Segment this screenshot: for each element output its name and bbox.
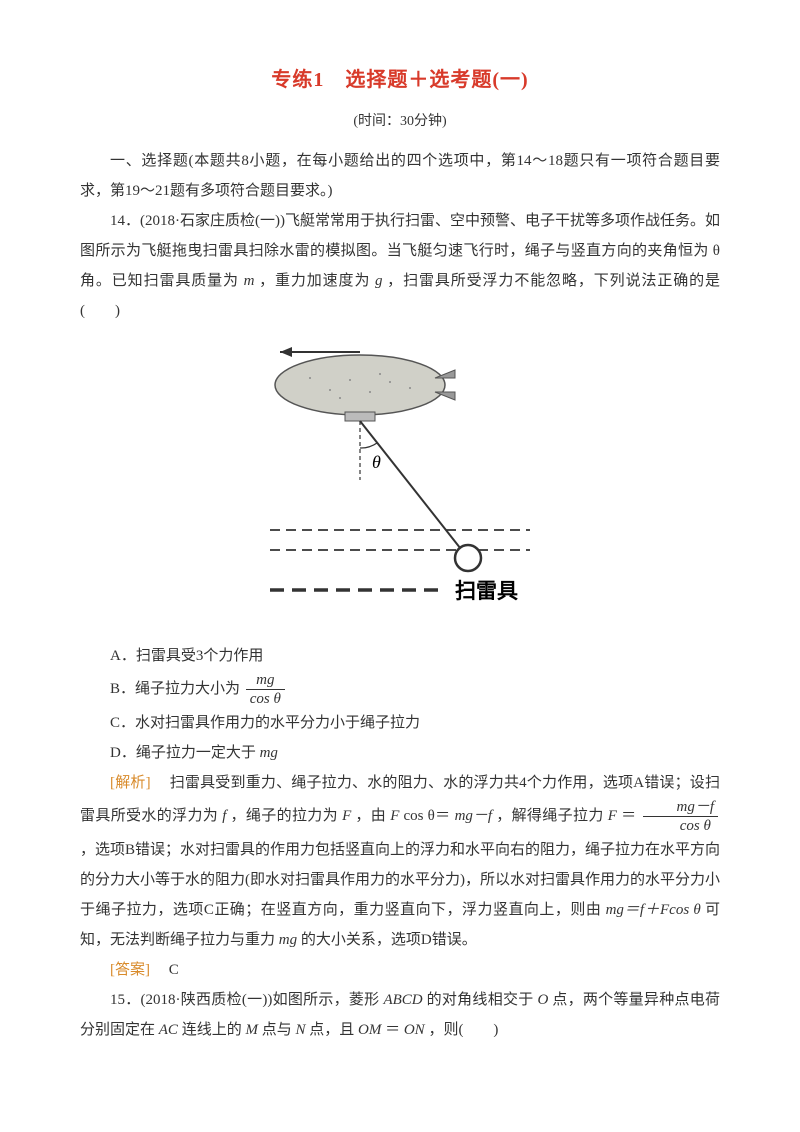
q14-options: A．扫雷具受3个力作用 B．绳子拉力大小为 mg cos θ C．水对扫雷具作用… (110, 641, 720, 768)
angle-arc (360, 443, 377, 448)
q15-s4: 连线上的 (182, 1022, 242, 1038)
sweeper-label: 扫雷具 (455, 580, 518, 603)
answer-value: C (154, 962, 179, 978)
analysis-F: F (342, 808, 351, 824)
analysis-t2: ，绳子的拉力为 (231, 808, 338, 824)
q15-s5: 点与 (262, 1022, 292, 1038)
q14-opt-b-frac: mg cos θ (246, 671, 285, 708)
analysis-t4: ，解得绳子拉力 (496, 808, 603, 824)
q15-N: N (295, 1022, 305, 1038)
analysis-t7: 的大小关系，选项D错误。 (301, 932, 477, 948)
analysis-eq1r: mg－f (455, 808, 493, 824)
analysis-eq2eq: ＝ (621, 808, 636, 824)
sweeper-circle (455, 545, 481, 571)
q14-figure: θ 扫雷具 (80, 340, 720, 631)
analysis-mg: mg (279, 932, 297, 948)
q15-stem: 15．(2018·陕西质检(一))如图所示，菱形 ABCD 的对角线相交于 O … (80, 985, 720, 1045)
q14-opt-b: B．绳子拉力大小为 mg cos θ (110, 671, 720, 708)
airship-body (275, 355, 445, 415)
q14-answer: [答案] C (80, 955, 720, 985)
q15-M: M (245, 1022, 258, 1038)
airship-gondola (345, 412, 375, 421)
frac-num: mg (246, 671, 285, 690)
q15-ABCD: ABCD (383, 992, 422, 1008)
q14-opt-d: D．绳子拉力一定大于 mg (110, 738, 720, 768)
analysis-f: f (222, 808, 226, 824)
analysis-eq1l: F (390, 808, 399, 824)
q14-analysis: [解析] 扫雷具受到重力、绳子拉力、水的阻力、水的浮力共4个力作用，选项A错误；… (80, 768, 720, 955)
analysis-eq2F: F (608, 808, 617, 824)
page-title: 专练1 选择题＋选考题(一) (80, 60, 720, 100)
q15-eq: ＝ (385, 1022, 400, 1038)
q14-var-m: m (244, 273, 255, 289)
analysis-label: [解析] (110, 775, 151, 791)
q14-opt-b-prefix: B．绳子拉力大小为 (110, 681, 240, 697)
analysis-eq3: mg＝f＋Fcos θ (606, 902, 701, 918)
q15-s7: ，则( ) (428, 1022, 498, 1038)
q14-opt-d-mg: mg (260, 745, 278, 761)
q15-s2: 的对角线相交于 (427, 992, 534, 1008)
rope-line (360, 421, 468, 558)
flight-arrow-head (280, 347, 292, 357)
q15-OM: OM (358, 1022, 381, 1038)
frac-num: mg－f (643, 798, 719, 817)
q14-stem: 14．(2018·石家庄质检(一))飞艇常常用于执行扫雷、空中预警、电子干扰等多… (80, 206, 720, 326)
q15-O: O (538, 992, 549, 1008)
theta-label: θ (372, 452, 381, 472)
page: 专练1 选择题＋选考题(一) (时间：30分钟) 一、选择题(本题共8小题，在每… (0, 0, 800, 1132)
q14-opt-c: C．水对扫雷具作用力的水平分力小于绳子拉力 (110, 708, 720, 738)
analysis-eq1m: cos θ＝ (404, 808, 451, 824)
answer-label: [答案] (110, 962, 150, 978)
q15-AC: AC (159, 1022, 178, 1038)
q15-ON: ON (404, 1022, 425, 1038)
analysis-t3: ，由 (355, 808, 386, 824)
airship-diagram: θ 扫雷具 (250, 340, 550, 620)
section-intro: 一、选择题(本题共8小题，在每小题给出的四个选项中，第14～18题只有一项符合题… (80, 146, 720, 206)
q14-stem-part2: ，重力加速度为 (259, 273, 370, 289)
frac-den: cos θ (643, 817, 719, 835)
q14-var-g: g (375, 273, 383, 289)
q15-s6: 点，且 (309, 1022, 354, 1038)
time-subtitle: (时间：30分钟) (80, 108, 720, 136)
q14-opt-d-prefix: D．绳子拉力一定大于 (110, 745, 260, 761)
frac-den: cos θ (246, 690, 285, 708)
q14-opt-a: A．扫雷具受3个力作用 (110, 641, 720, 671)
analysis-frac: mg－f cos θ (643, 798, 719, 835)
q15-s1: 15．(2018·陕西质检(一))如图所示，菱形 (110, 992, 379, 1008)
